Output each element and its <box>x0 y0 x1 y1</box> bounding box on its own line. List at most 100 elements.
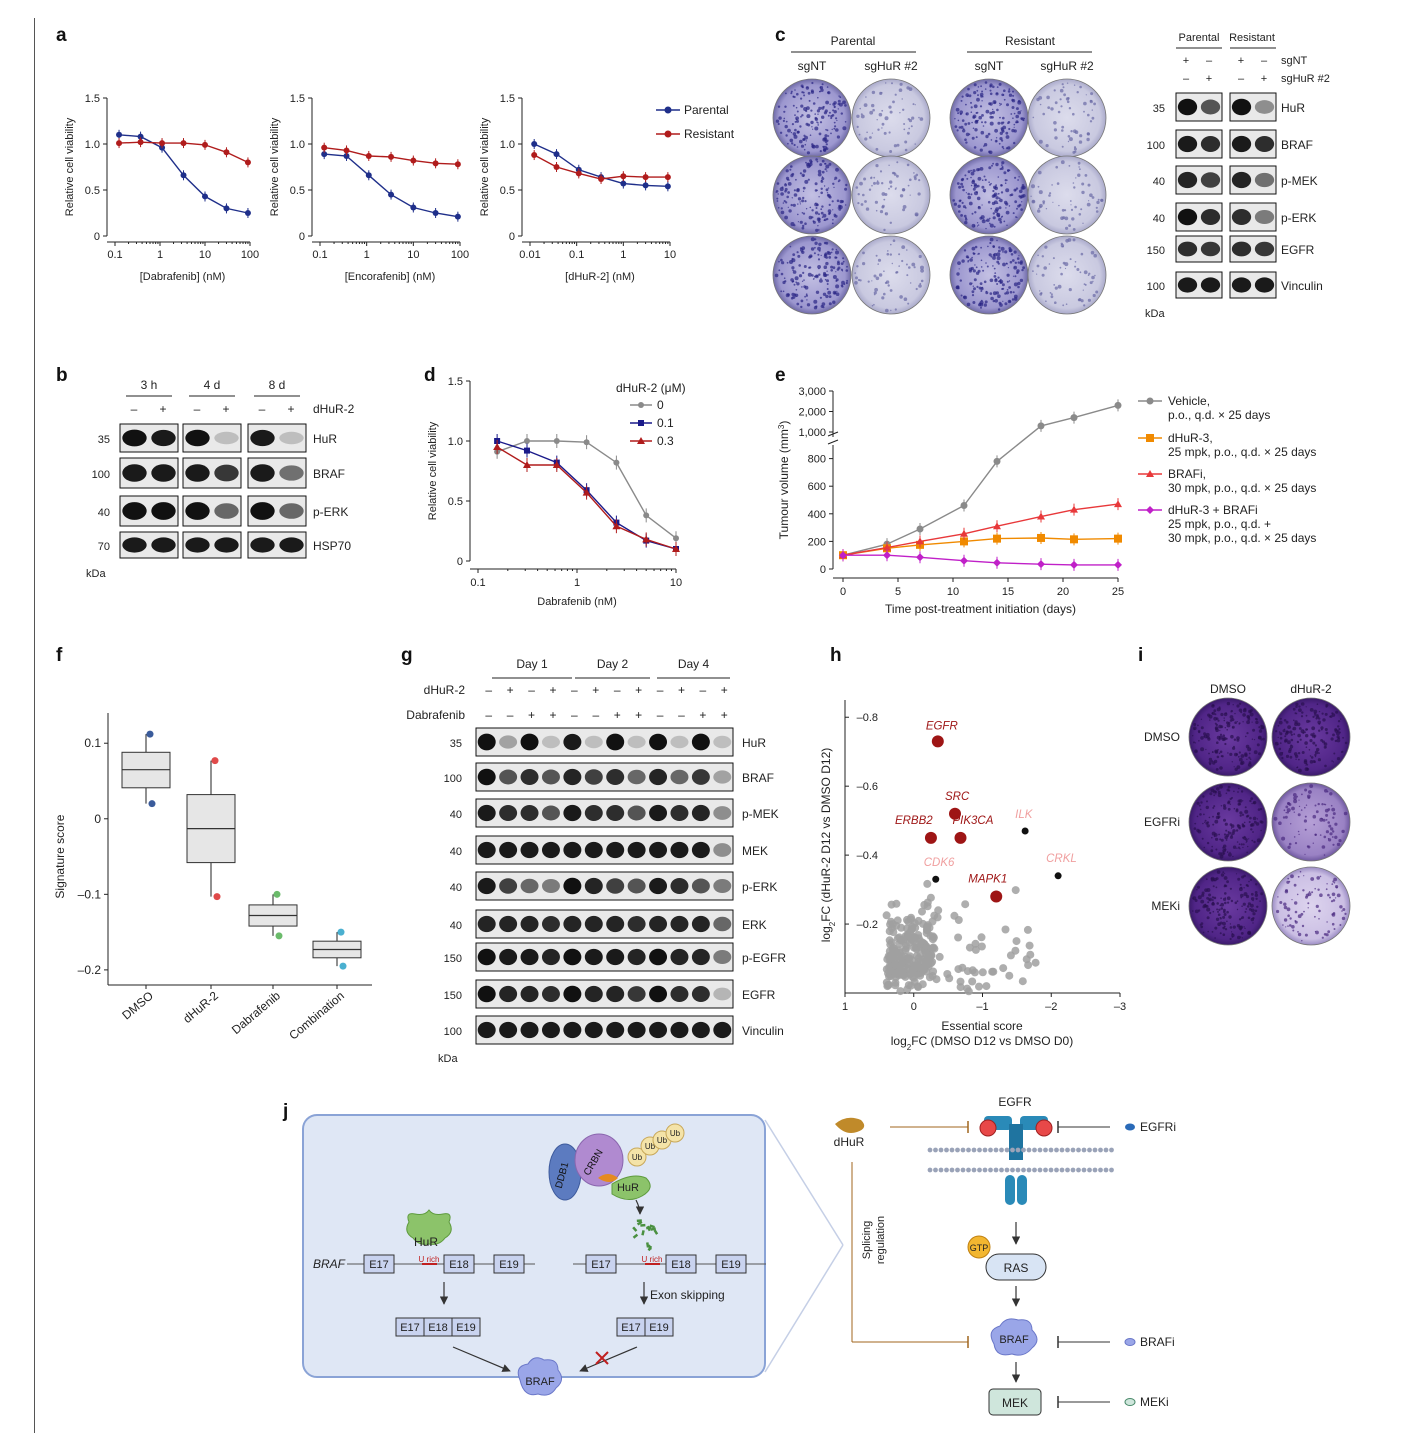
colony <box>887 284 890 287</box>
colony <box>1259 900 1261 902</box>
colony <box>977 253 979 255</box>
degraded-fragment <box>640 1223 646 1227</box>
braf-shape <box>990 1318 1038 1356</box>
blot-band <box>627 841 646 859</box>
colony <box>1023 117 1025 120</box>
colony <box>1306 767 1310 771</box>
colony <box>1325 819 1328 821</box>
colony <box>1234 767 1238 771</box>
colony <box>856 265 859 268</box>
background-point <box>891 960 899 969</box>
colony <box>1070 208 1074 211</box>
sign: – <box>528 683 535 697</box>
colony <box>818 213 820 216</box>
membrane-lipid <box>1103 1167 1109 1173</box>
colony <box>864 200 867 203</box>
blot-band <box>1177 171 1198 189</box>
colony <box>1333 752 1336 755</box>
y-tick-label: 200 <box>808 536 826 548</box>
colony <box>956 272 960 276</box>
colony <box>972 301 976 304</box>
colony <box>814 238 817 241</box>
legend-marker <box>664 106 672 114</box>
blot-band <box>649 985 668 1003</box>
colony <box>796 92 799 96</box>
blot-band <box>541 948 560 966</box>
y-tick-label: 800 <box>808 454 826 466</box>
colony <box>1052 257 1055 260</box>
colony <box>1302 889 1305 892</box>
colony <box>984 88 987 90</box>
colony <box>1017 179 1019 181</box>
colony <box>1327 893 1330 897</box>
colony <box>1343 811 1348 816</box>
colony <box>964 174 967 177</box>
colony <box>985 262 987 264</box>
colony <box>904 140 908 144</box>
colony <box>1336 842 1341 847</box>
membrane-lipid <box>966 1147 971 1153</box>
colony <box>959 110 963 114</box>
colony <box>1197 895 1202 900</box>
colony <box>1212 910 1215 913</box>
data-point <box>223 205 230 212</box>
blot-band <box>649 768 668 786</box>
colony <box>1087 274 1090 277</box>
colony <box>965 141 968 144</box>
colony <box>966 177 969 180</box>
colony <box>1193 728 1196 730</box>
colony <box>801 199 805 203</box>
colony <box>1192 910 1194 912</box>
colony <box>1074 150 1077 153</box>
colony <box>825 128 827 131</box>
x-tick-label: Combination <box>286 989 347 1043</box>
colony <box>810 90 815 94</box>
colony <box>825 147 829 151</box>
blot-band <box>713 1021 732 1039</box>
colony <box>961 95 964 98</box>
colony <box>1281 756 1284 760</box>
colony <box>1232 746 1236 750</box>
colony <box>1304 806 1306 809</box>
colony <box>1005 262 1008 264</box>
colony <box>839 96 842 99</box>
colony <box>962 188 965 192</box>
colony <box>796 251 799 254</box>
colony <box>806 114 811 119</box>
colony <box>1305 734 1309 738</box>
colony <box>1193 723 1197 726</box>
colony <box>1305 714 1308 717</box>
membrane-lipid <box>949 1147 955 1153</box>
colony <box>1246 905 1250 908</box>
colony <box>976 111 979 114</box>
degraded-fragment <box>653 1229 659 1235</box>
blot-band <box>499 805 518 821</box>
colony <box>825 261 829 266</box>
colony <box>1327 808 1331 811</box>
colony <box>971 121 973 124</box>
colony <box>1236 841 1239 843</box>
colony <box>1305 895 1308 899</box>
gene-label: ILK <box>1015 809 1034 821</box>
colony-plate <box>851 155 931 235</box>
colony <box>1206 800 1208 803</box>
colony <box>1073 186 1076 189</box>
sign: – <box>571 708 578 722</box>
colony <box>799 172 803 175</box>
colony <box>1193 827 1197 830</box>
colony <box>819 121 823 124</box>
colony <box>992 100 997 105</box>
colony <box>1032 270 1034 272</box>
colony <box>1217 910 1219 913</box>
colony <box>780 210 785 215</box>
colony <box>1229 715 1234 719</box>
colony <box>1253 840 1256 844</box>
colony <box>1243 821 1246 824</box>
colony <box>780 290 783 293</box>
colony <box>1224 727 1227 729</box>
colony <box>958 126 961 129</box>
axis-break <box>827 439 839 445</box>
colony <box>1227 807 1231 811</box>
colony <box>982 125 985 127</box>
y-axis-label: Relative cell viability <box>479 117 491 216</box>
